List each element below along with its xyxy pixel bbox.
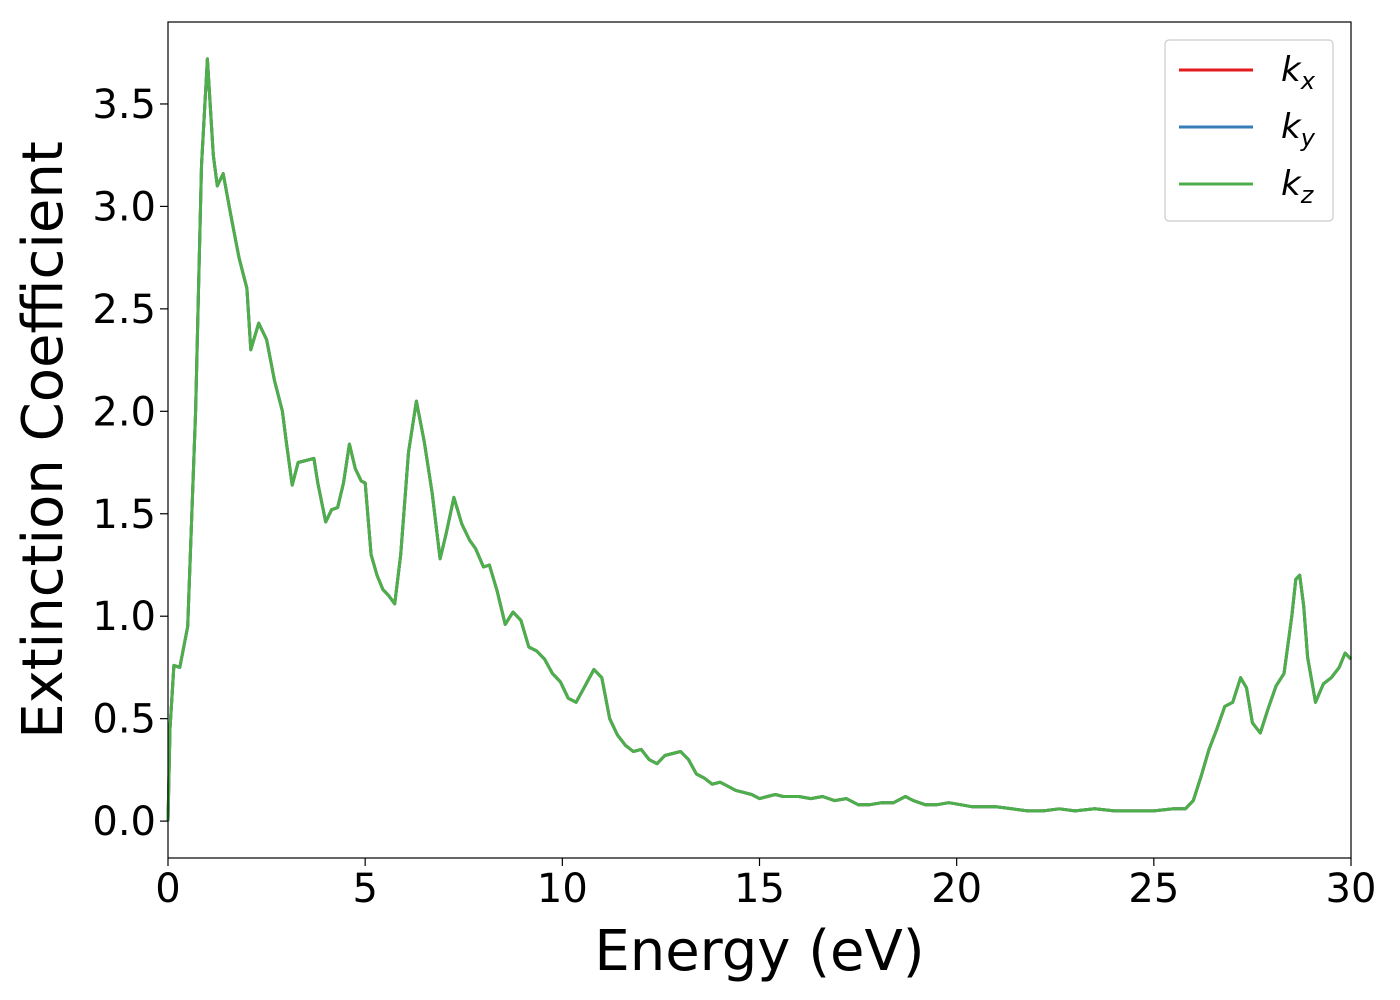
legend-label-y: ky [1281,107,1316,152]
legend: kx ky kz [1164,39,1334,222]
series-line-z [166,57,1353,822]
y-tick-label: 2.5 [92,287,156,333]
y-tick-label: 1.0 [92,594,156,640]
x-tick-label: 20 [931,866,982,912]
x-tick-label: 15 [734,866,785,912]
y-tick-label: 1.5 [92,492,156,538]
legend-label-x: kx [1281,50,1316,95]
y-axis-title: Extinction Coefficient [11,141,76,739]
legend-label-z: kz [1281,164,1315,209]
x-tick-label: 25 [1128,866,1179,912]
series-layer [166,57,1353,822]
legend-box [1164,39,1334,222]
x-axis-title: Energy (eV) [594,919,924,984]
x-tick-label: 10 [537,866,588,912]
y-tick-label: 0.0 [92,799,156,845]
y-tick-label: 0.5 [92,697,156,743]
x-tick-label: 30 [1326,866,1377,912]
y-tick-label: 2.0 [92,389,156,435]
y-tick-label: 3.5 [92,82,156,128]
x-tick-label: 5 [352,866,377,912]
x-tick-label: 0 [155,866,180,912]
y-axis: 0.0 0.5 1.0 1.5 2.0 2.5 3.0 3.5 [92,82,168,845]
x-axis: 0 5 10 15 20 25 30 [155,858,1376,912]
y-tick-label: 3.0 [92,184,156,230]
